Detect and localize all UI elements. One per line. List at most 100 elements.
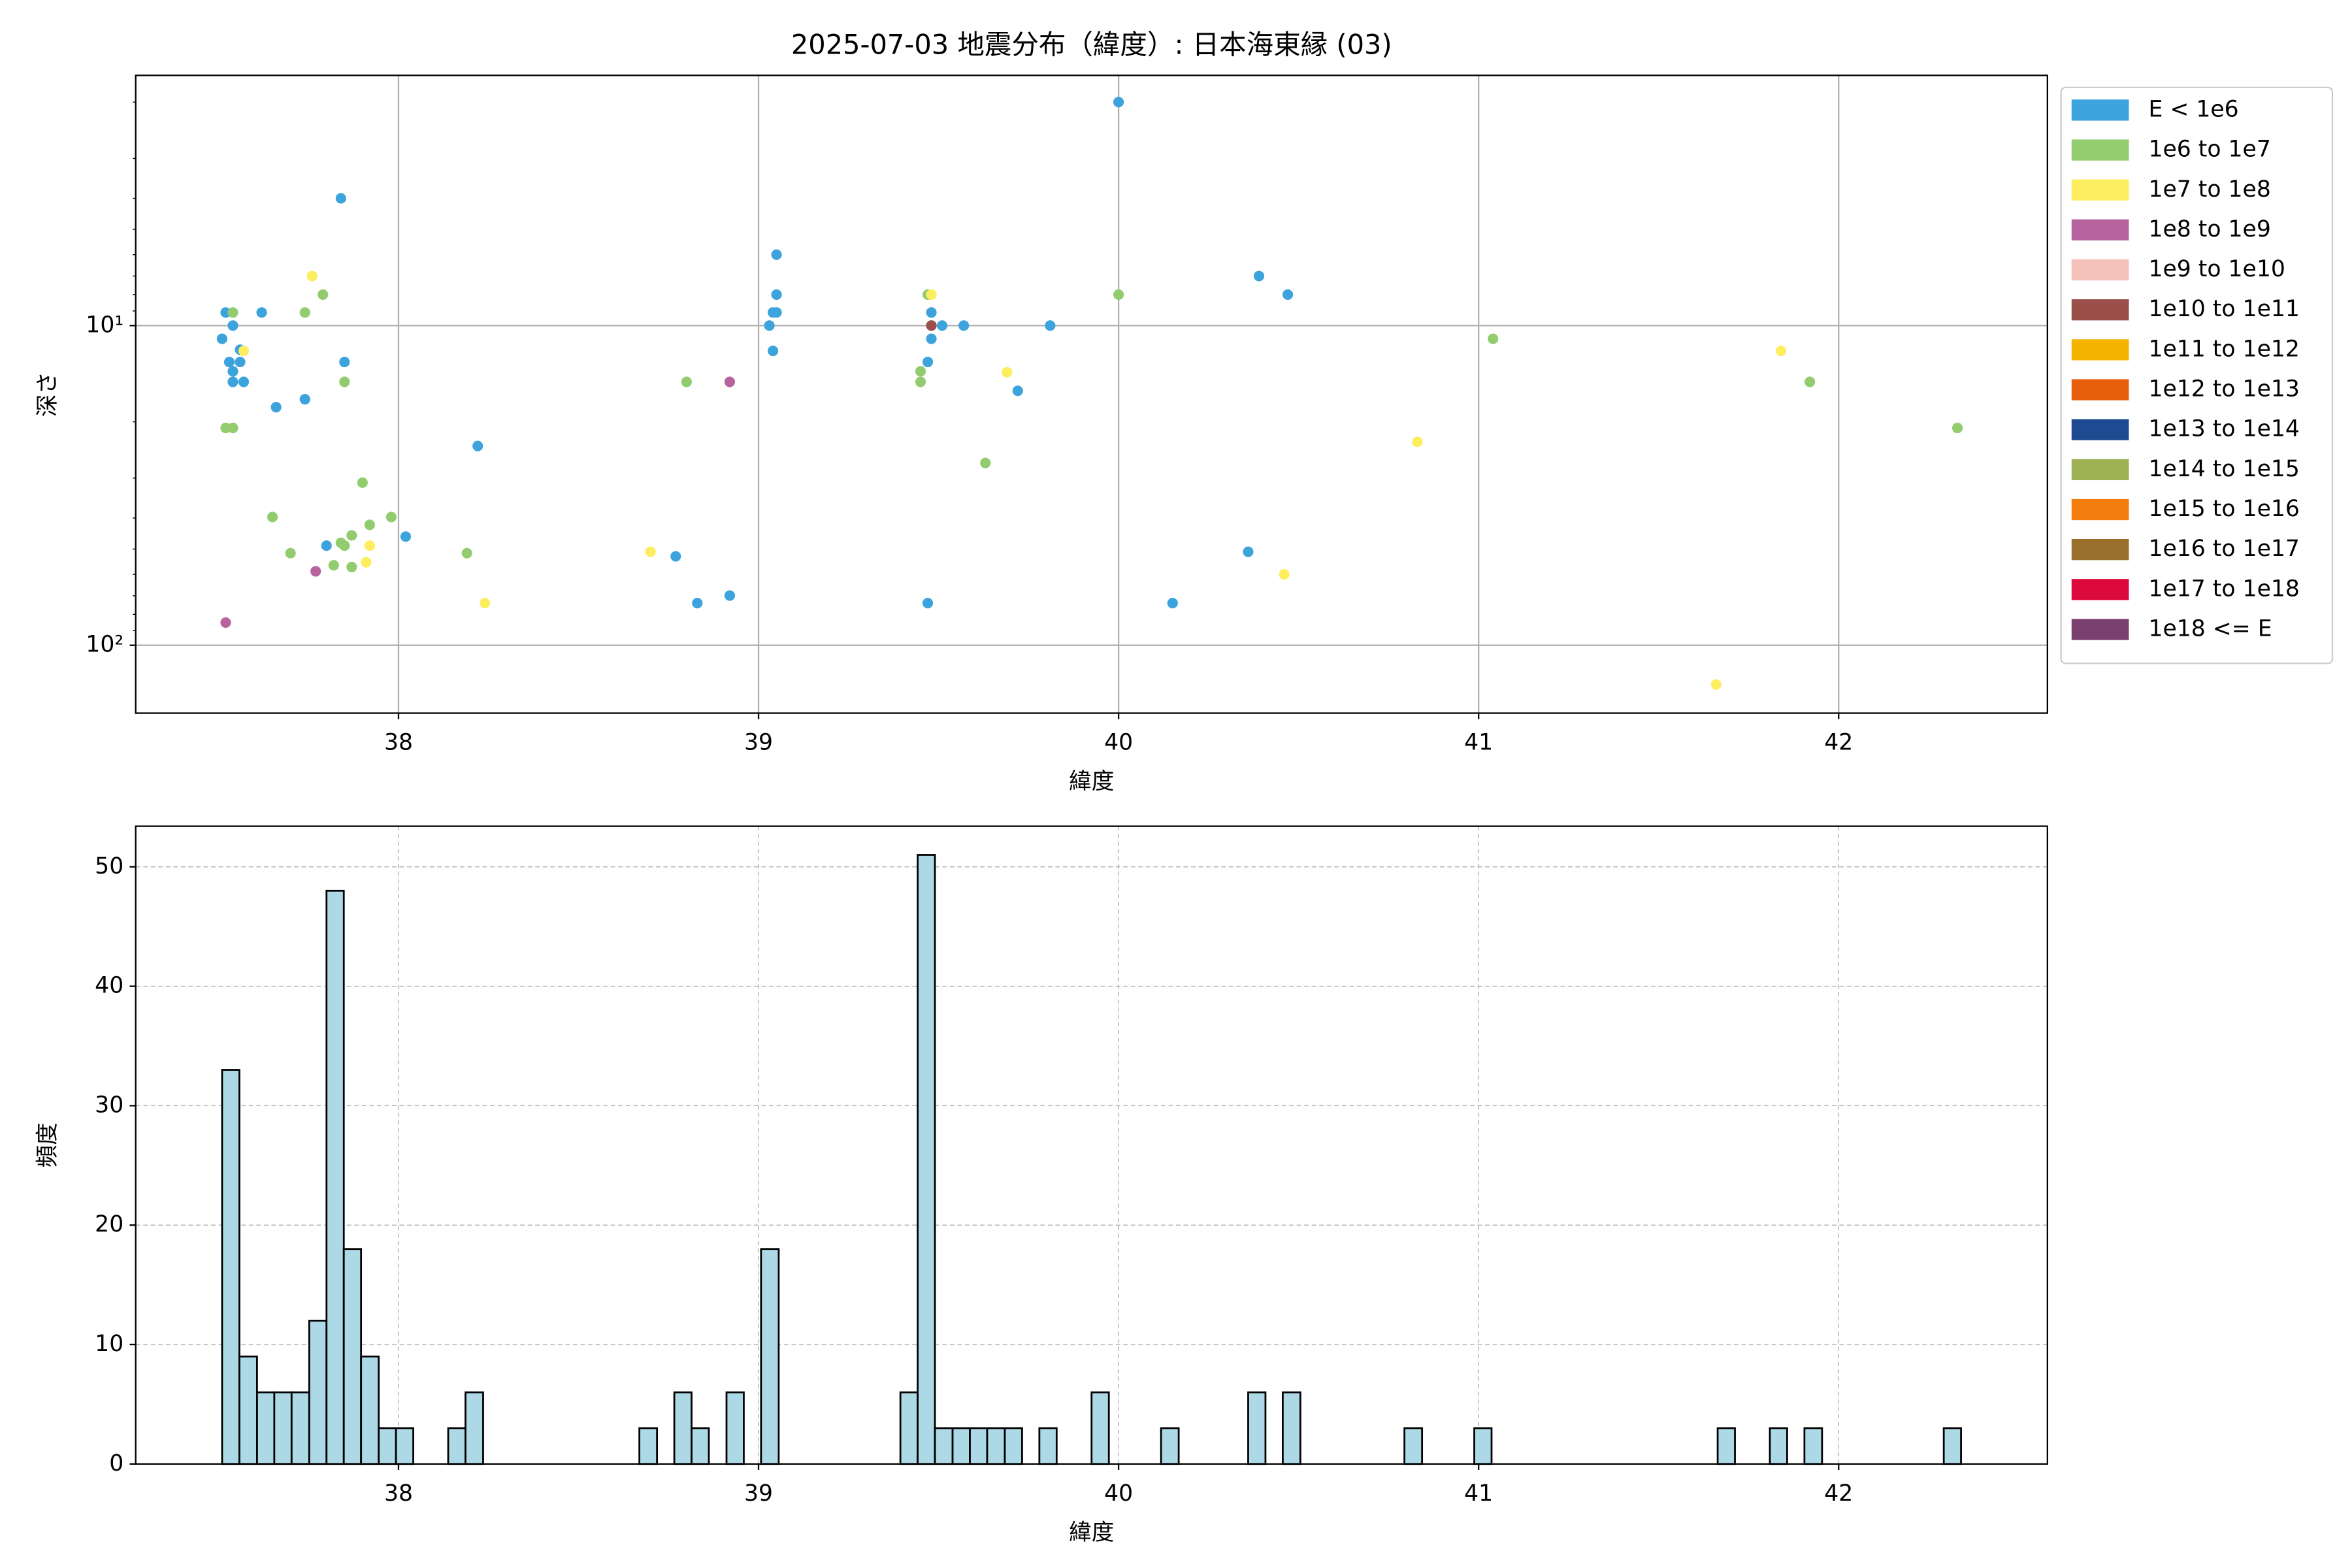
- scatter-point: [771, 289, 782, 300]
- scatter-point: [926, 333, 937, 344]
- scatter-point: [1113, 289, 1124, 300]
- histogram-bar: [1247, 1391, 1267, 1465]
- histogram-bar: [1803, 1427, 1823, 1465]
- scatter-point: [223, 357, 235, 368]
- scatter-point: [357, 477, 368, 488]
- y-tick-label: 0: [109, 1450, 123, 1477]
- scatter-point: [385, 512, 397, 523]
- y-tick-label: 40: [95, 973, 123, 999]
- scatter-point: [1282, 289, 1294, 300]
- y-tick-label: 50: [95, 853, 123, 879]
- x-tick-label: 38: [384, 1480, 413, 1507]
- legend-label: 1e11 to 1e12: [2148, 336, 2299, 362]
- scatter-point: [958, 320, 970, 331]
- scatter-point: [1045, 320, 1056, 331]
- legend-swatch: [2071, 498, 2129, 521]
- histogram-bar: [325, 889, 345, 1465]
- y-tick-label: 10¹: [86, 312, 123, 338]
- scatter-point: [335, 193, 346, 204]
- histogram-bar: [951, 1427, 971, 1465]
- scatter-point: [267, 512, 278, 523]
- scatter-point: [771, 249, 782, 260]
- scatter-point: [364, 540, 375, 551]
- x-tick-label: 39: [744, 1480, 773, 1507]
- histogram-bar: [969, 1427, 988, 1465]
- legend-swatch: [2071, 619, 2129, 640]
- scatter-point: [926, 289, 937, 300]
- histogram-bar: [1038, 1427, 1058, 1465]
- legend-label: 1e6 to 1e7: [2148, 137, 2270, 163]
- legend-label: 1e13 to 1e14: [2148, 416, 2299, 442]
- legend-swatch: [2071, 339, 2129, 361]
- histogram-bar: [1473, 1427, 1493, 1465]
- histogram-bar: [395, 1427, 414, 1465]
- legend-swatch: [2071, 299, 2129, 321]
- histogram-bar: [1281, 1391, 1301, 1465]
- scatter-point: [364, 519, 375, 531]
- scatter-point: [937, 320, 948, 331]
- histogram-bar: [273, 1391, 293, 1465]
- histogram-bar: [308, 1320, 328, 1465]
- scatter-point: [472, 440, 483, 451]
- scatter-point: [227, 422, 238, 434]
- scatter-point: [1167, 598, 1178, 609]
- scatter-point: [227, 366, 238, 377]
- scatter-point: [299, 307, 310, 318]
- scatter-point: [318, 289, 329, 300]
- scatter-point: [346, 530, 357, 541]
- scatter-point: [346, 561, 357, 572]
- histogram-bar: [1942, 1427, 1962, 1465]
- histogram-bar: [378, 1427, 397, 1465]
- histogram-bar: [1160, 1427, 1180, 1465]
- histogram-bar: [673, 1391, 693, 1465]
- scatter-point: [256, 307, 267, 318]
- legend-label: 1e14 to 1e15: [2148, 456, 2299, 482]
- scatter-point: [922, 357, 934, 368]
- histogram-bar: [342, 1248, 363, 1465]
- scatter-point: [339, 540, 350, 551]
- histogram-bar: [725, 1391, 745, 1465]
- scatter-point: [1805, 376, 1816, 387]
- x-axis-label: 緯度: [1069, 1520, 1114, 1546]
- scatter-point: [216, 333, 228, 344]
- legend-swatch: [2071, 419, 2129, 440]
- y-tick-label: 20: [95, 1211, 123, 1237]
- x-tick-label: 42: [1824, 730, 1853, 756]
- scatter-point: [768, 345, 779, 357]
- y-axis-label: 深さ: [35, 372, 61, 417]
- scatter-point: [1243, 546, 1254, 557]
- x-tick-label: 41: [1464, 730, 1493, 756]
- scatter-point: [724, 590, 736, 601]
- x-tick-label: 42: [1824, 1480, 1853, 1507]
- legend-label: 1e15 to 1e16: [2148, 496, 2299, 522]
- histogram-bar: [360, 1355, 380, 1465]
- scatter-point: [1012, 385, 1023, 397]
- histogram-bar: [1090, 1391, 1110, 1465]
- plot-frame: [135, 825, 2048, 1465]
- scatter-point: [299, 394, 310, 405]
- histogram-bar: [1004, 1427, 1023, 1465]
- plot-frame: [135, 74, 2048, 714]
- scatter-point: [238, 376, 250, 387]
- histogram-bar: [638, 1427, 659, 1465]
- scatter-point: [1488, 333, 1499, 344]
- y-tick-label: 10²: [86, 632, 123, 658]
- scatter-point: [1002, 367, 1013, 378]
- x-tick-label: 38: [384, 730, 413, 756]
- histogram-bar: [917, 854, 936, 1465]
- scatter-point: [926, 320, 937, 331]
- legend-swatch: [2071, 179, 2129, 201]
- histogram-bar: [1403, 1427, 1424, 1465]
- x-tick-label: 41: [1464, 1480, 1493, 1507]
- y-tick-label: 10: [95, 1331, 123, 1357]
- legend-label: 1e8 to 1e9: [2148, 216, 2270, 242]
- legend-label: 1e16 to 1e17: [2148, 536, 2299, 562]
- scatter-point: [764, 320, 775, 331]
- histogram-bar: [986, 1427, 1006, 1465]
- scatter-point: [400, 531, 412, 542]
- scatter-point: [645, 546, 656, 557]
- scatter-point: [1710, 679, 1722, 690]
- y-tick-label: 30: [95, 1092, 123, 1118]
- x-axis-label: 緯度: [1069, 769, 1114, 795]
